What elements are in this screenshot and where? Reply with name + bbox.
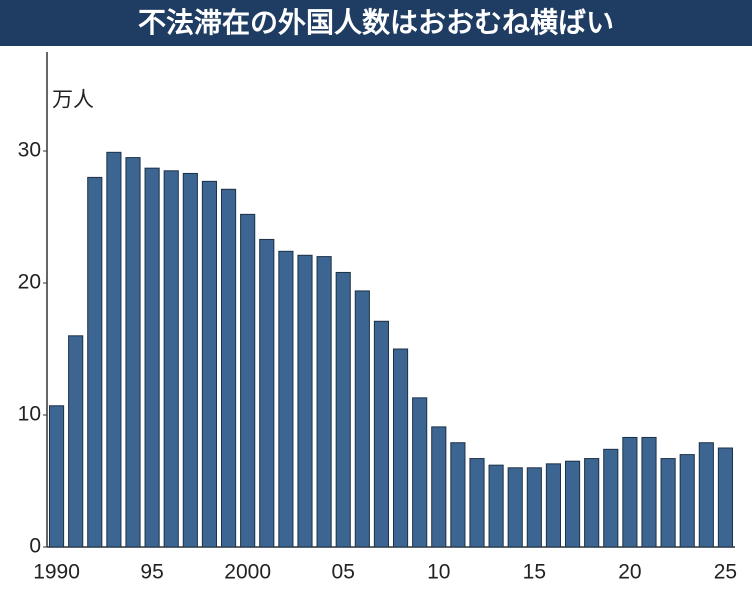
y-tick-label: 30: [18, 139, 41, 162]
bar: [526, 467, 542, 548]
bar: [488, 464, 504, 548]
bar: [201, 180, 218, 548]
bar: [717, 447, 734, 548]
bar: [450, 442, 466, 548]
bar: [335, 271, 351, 548]
chart-title: 不法滞在の外国人数はおおむね横ばい: [0, 0, 752, 46]
bar: [68, 335, 84, 548]
bar: [48, 405, 65, 548]
x-tick-label: 95: [140, 561, 163, 584]
bar: [564, 460, 581, 548]
bar: [545, 463, 562, 548]
x-tick-label: 15: [523, 561, 546, 584]
bar: [316, 256, 332, 548]
bar: [641, 436, 657, 548]
bar: [431, 426, 447, 548]
bar: [622, 436, 638, 548]
y-tick-label: 0: [29, 535, 41, 558]
bar: [392, 348, 409, 548]
x-tick-label: 10: [427, 561, 450, 584]
bar: [240, 213, 256, 548]
bar: [182, 172, 198, 548]
y-tick-label: 20: [18, 271, 41, 294]
bar: [163, 170, 179, 548]
bar: [373, 320, 390, 548]
bar: [354, 290, 370, 548]
bar: [144, 167, 160, 548]
bar: [259, 238, 275, 548]
x-tick-label: 20: [618, 561, 641, 584]
bar: [87, 176, 103, 548]
bar: [660, 458, 676, 548]
bar: [412, 397, 428, 548]
x-tick-label: 25: [714, 561, 737, 584]
y-axis-label: 万人: [52, 89, 94, 112]
x-tick-label: 05: [332, 561, 355, 584]
bar: [278, 250, 294, 548]
y-tick-label: 10: [18, 403, 41, 426]
bar: [679, 454, 695, 548]
bar: [698, 442, 714, 548]
x-tick-label: 2000: [224, 561, 271, 584]
bar: [603, 448, 619, 548]
bar: [297, 254, 313, 548]
bar: [106, 151, 122, 548]
bar: [125, 157, 141, 548]
bar: [220, 188, 237, 548]
bar: [469, 458, 485, 548]
x-tick-label: 1990: [33, 561, 80, 584]
bar: [507, 467, 523, 548]
bar: [584, 458, 600, 548]
